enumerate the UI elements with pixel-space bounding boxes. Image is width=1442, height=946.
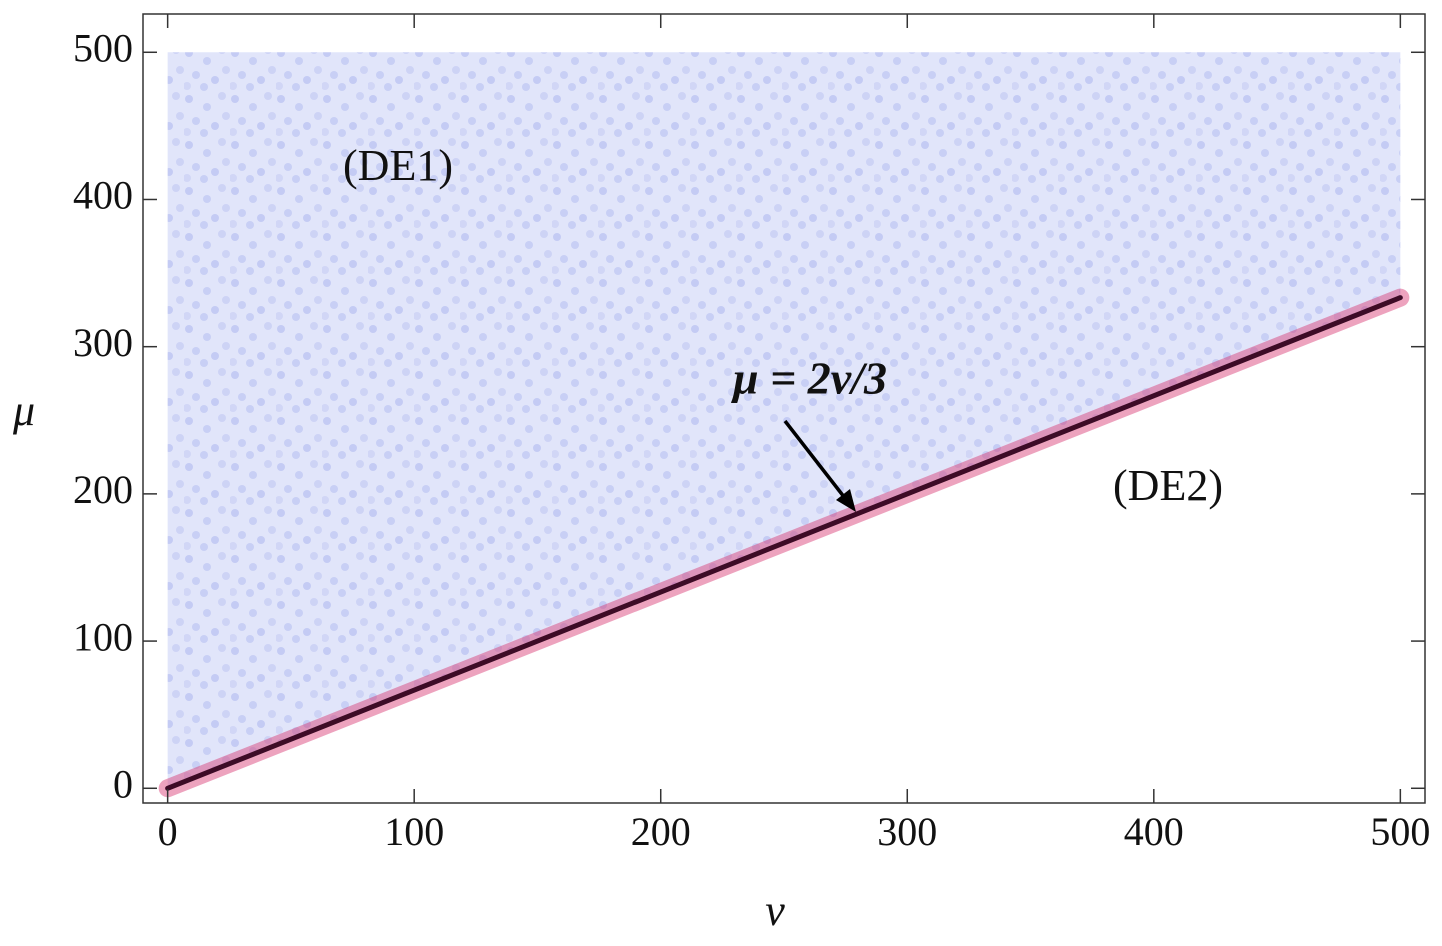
- annotation-arrowhead: [836, 489, 856, 512]
- x-axis-label: ν: [765, 886, 785, 935]
- y-tick-label: 100: [73, 614, 133, 659]
- region-label: (DE2): [1113, 461, 1223, 510]
- x-tick-label: 100: [384, 809, 444, 854]
- y-axis-label: μ: [12, 386, 35, 435]
- region-points: [167, 52, 1401, 789]
- y-tick-label: 500: [73, 25, 133, 70]
- x-tick-label: 400: [1124, 809, 1184, 854]
- boundary-line: [165, 295, 1403, 791]
- y-tick-label: 400: [73, 173, 133, 218]
- annotation-arrow: [783, 419, 850, 504]
- boundary-annotation: μ = 2ν/3: [731, 353, 887, 404]
- y-tick-label: 200: [73, 467, 133, 512]
- x-tick-label: 0: [158, 809, 178, 854]
- x-tick-label: 200: [631, 809, 691, 854]
- y-tick-label: 300: [73, 320, 133, 365]
- plot-frame: [142, 13, 1426, 804]
- y-tick-label: 0: [113, 761, 133, 806]
- x-tick-label: 500: [1370, 809, 1430, 854]
- region-label: (DE1): [343, 141, 453, 190]
- x-tick-label: 300: [877, 809, 937, 854]
